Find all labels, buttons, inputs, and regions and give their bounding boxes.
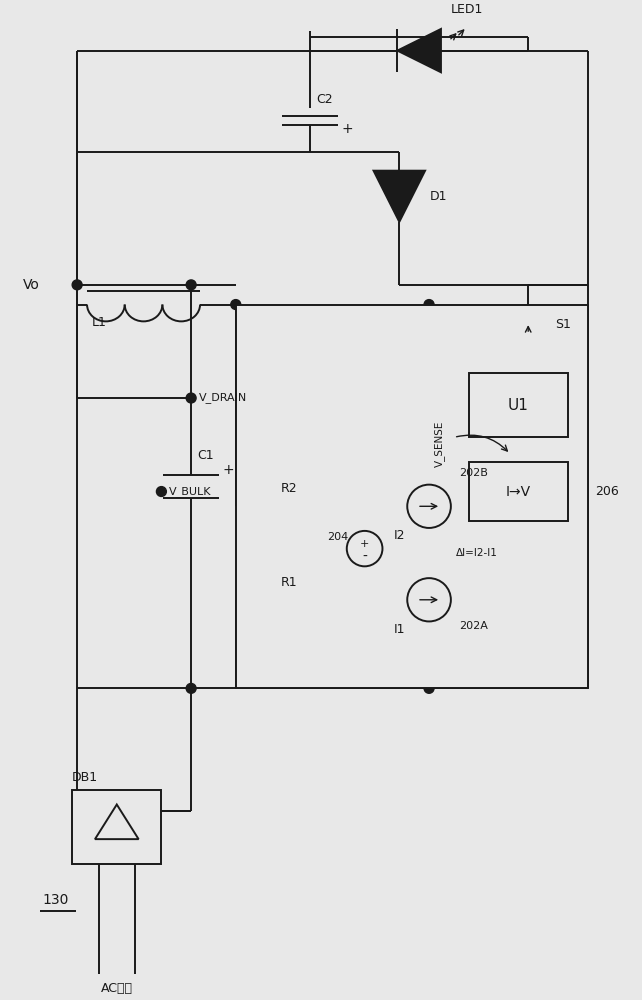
Circle shape <box>186 280 196 290</box>
Text: D1: D1 <box>430 190 447 203</box>
Text: 204: 204 <box>327 532 348 542</box>
Circle shape <box>72 280 82 290</box>
Text: 206: 206 <box>596 485 620 498</box>
Text: +: + <box>342 122 354 136</box>
Text: I1: I1 <box>394 623 405 636</box>
Circle shape <box>186 393 196 403</box>
Text: I→V: I→V <box>506 485 531 499</box>
Text: ΔI=I2-I1: ΔI=I2-I1 <box>456 548 498 558</box>
Circle shape <box>424 683 434 693</box>
Circle shape <box>230 300 241 309</box>
Text: U1: U1 <box>508 398 529 413</box>
Text: R2: R2 <box>281 482 297 495</box>
Bar <box>72 790 161 864</box>
Text: S1: S1 <box>555 318 571 331</box>
Text: -: - <box>362 549 367 563</box>
Bar <box>469 462 568 521</box>
Circle shape <box>186 683 196 693</box>
Text: LED1: LED1 <box>451 3 483 16</box>
Text: 202B: 202B <box>459 468 488 478</box>
Text: R1: R1 <box>281 576 297 589</box>
Text: V_DRAIN: V_DRAIN <box>199 393 247 403</box>
Text: +: + <box>360 539 369 549</box>
Polygon shape <box>397 29 441 72</box>
Text: 130: 130 <box>42 893 69 907</box>
Bar <box>469 373 568 437</box>
Text: C1: C1 <box>197 449 214 462</box>
Text: 202A: 202A <box>459 621 488 631</box>
Text: L1: L1 <box>92 316 107 329</box>
Text: AC输入: AC输入 <box>101 982 133 995</box>
Text: V_BULK: V_BULK <box>169 486 212 497</box>
Text: V_SENSE: V_SENSE <box>433 421 444 467</box>
Polygon shape <box>374 171 425 222</box>
Text: DB1: DB1 <box>72 771 98 784</box>
Circle shape <box>157 487 166 496</box>
Text: I2: I2 <box>394 529 405 542</box>
Bar <box>236 305 587 688</box>
Circle shape <box>424 300 434 309</box>
Text: Vo: Vo <box>22 278 39 292</box>
Text: C2: C2 <box>316 93 333 106</box>
Circle shape <box>464 487 474 496</box>
Text: +: + <box>223 463 234 477</box>
